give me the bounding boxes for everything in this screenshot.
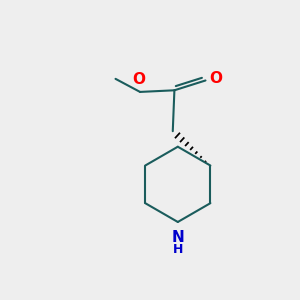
Text: O: O (210, 71, 223, 86)
Text: H: H (172, 243, 183, 256)
Text: O: O (132, 72, 145, 87)
Text: N: N (171, 230, 184, 245)
